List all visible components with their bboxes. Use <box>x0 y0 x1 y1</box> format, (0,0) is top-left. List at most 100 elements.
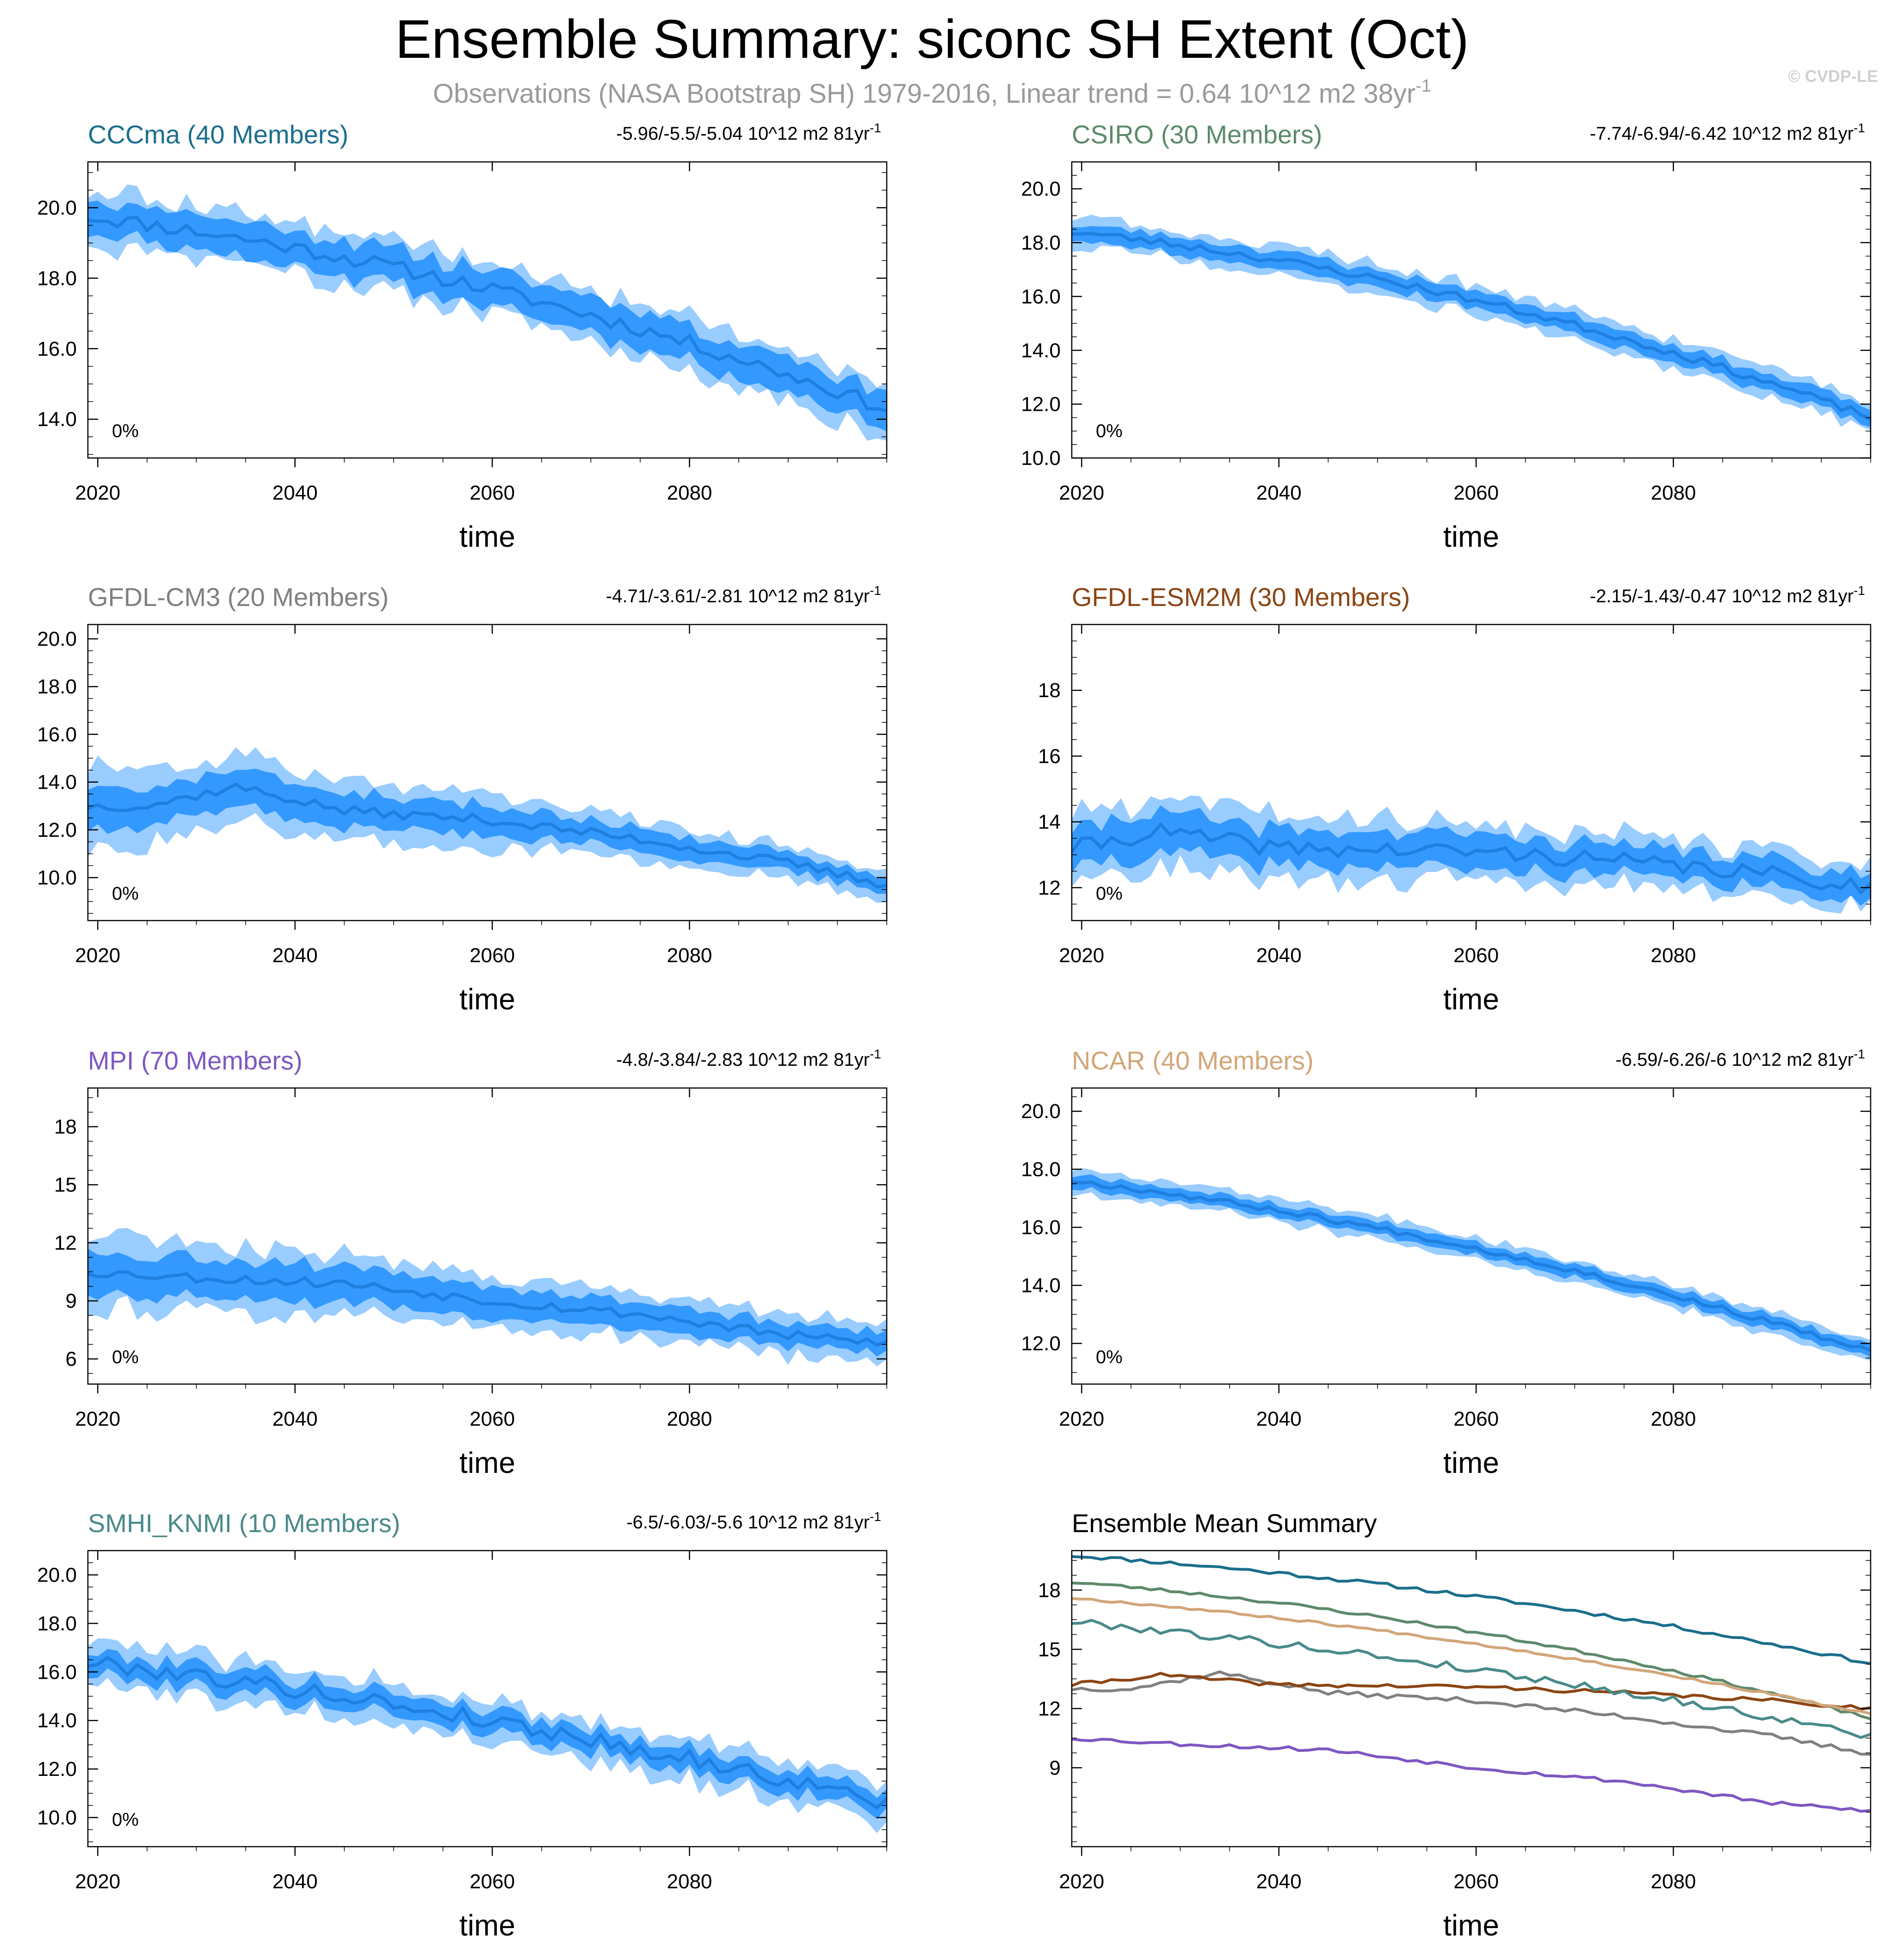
x-tick-label: 2060 <box>470 1408 515 1430</box>
x-axis-label: time <box>459 520 515 553</box>
x-tick-label: 2080 <box>667 482 712 504</box>
plot-area <box>1072 1555 1871 1813</box>
x-tick-label: 2040 <box>1256 944 1302 967</box>
trend-text: -4.8/-3.84/-2.83 10^12 m2 81yr <box>616 1050 870 1070</box>
ensemble-mean-line <box>88 1655 887 1810</box>
chart-panel: GFDL-ESM2M (30 Members) -2.15/-1.43/-0.47… <box>1038 582 1872 1016</box>
x-tick-label: 2040 <box>1256 1870 1302 1893</box>
trend-sup: -1 <box>1854 583 1865 598</box>
x-tick-label: 2020 <box>1059 1870 1104 1893</box>
plot-area <box>1072 215 1871 430</box>
chart-panel: MPI (70 Members) -4.8/-3.84/-2.83 10^12 m… <box>54 1046 888 1479</box>
x-tick-label: 2020 <box>1059 1408 1104 1430</box>
plot-area <box>1072 1168 1871 1361</box>
x-tick-label: 2020 <box>1059 482 1104 504</box>
series-line-cccma <box>1072 1555 1871 1665</box>
ensemble-mean-line <box>88 782 887 889</box>
trend-label: -6.59/-6.26/-6 10^12 m2 81yr-1 <box>1615 1047 1865 1070</box>
x-tick-label: 2060 <box>1453 1408 1499 1430</box>
series-line-ncar <box>1072 1597 1871 1715</box>
outer-spread-band <box>1072 1168 1871 1361</box>
x-tick-label: 2020 <box>75 944 120 967</box>
ensemble-mean-line <box>1072 232 1871 421</box>
percent-label: 0% <box>112 884 139 904</box>
x-tick-label: 2040 <box>1256 1408 1302 1430</box>
y-tick-label: 20.0 <box>37 1564 77 1586</box>
x-tick-label: 2060 <box>1453 1870 1499 1893</box>
y-tick-label: 18.0 <box>37 675 77 698</box>
y-tick-label: 10.0 <box>1021 447 1061 470</box>
chart-panel: GFDL-CM3 (20 Members) -4.71/-3.61/-2.81 1… <box>37 582 888 1016</box>
panels-container: CCCma (40 Members) -5.96/-5.5/-5.04 10^12… <box>37 120 1872 1942</box>
trend-text: -6.59/-6.26/-6 10^12 m2 81yr <box>1615 1050 1854 1070</box>
x-axis-label: time <box>1443 1909 1499 1942</box>
x-tick-label: 2040 <box>272 482 318 504</box>
x-tick-label: 2080 <box>1651 1408 1696 1430</box>
percent-label: 0% <box>1096 1347 1123 1367</box>
chart-panel: SMHI_KNMI (10 Members) -6.5/-6.03/-5.6 10… <box>37 1509 888 1942</box>
inner-spread-band <box>88 200 887 432</box>
x-tick-label: 2080 <box>667 944 712 967</box>
trend-label: -4.71/-3.61/-2.81 10^12 m2 81yr-1 <box>606 583 881 606</box>
trend-sup: -1 <box>870 583 881 598</box>
y-tick-label: 18 <box>1038 679 1061 702</box>
trend-text: -5.96/-5.5/-5.04 10^12 m2 81yr <box>616 124 870 144</box>
series-line-smhi-knmi <box>1072 1619 1871 1739</box>
y-tick-label: 16 <box>1038 745 1061 767</box>
y-tick-label: 10.0 <box>37 866 77 889</box>
y-tick-label: 10.0 <box>37 1806 77 1829</box>
inner-spread-band <box>1072 1174 1871 1357</box>
plot-frame <box>87 624 888 921</box>
trend-text: -2.15/-1.43/-0.47 10^12 m2 81yr <box>1590 586 1854 606</box>
series-line-mpi <box>1072 1737 1871 1813</box>
x-tick-label: 2060 <box>470 944 515 967</box>
y-tick-label: 14.0 <box>1021 339 1061 362</box>
panel-title: Ensemble Mean Summary <box>1072 1509 1377 1538</box>
chart-panel: CSIRO (30 Members) -7.74/-6.94/-6.42 10^1… <box>1021 120 1872 553</box>
y-tick-label: 16.0 <box>37 1661 77 1683</box>
figure-subtitle-sup: -1 <box>1415 76 1431 96</box>
y-tick-label: 12 <box>1038 1697 1061 1720</box>
x-tick-label: 2080 <box>1651 1870 1696 1893</box>
trend-sup: -1 <box>870 1047 881 1061</box>
y-tick-label: 9 <box>66 1290 77 1312</box>
trend-sup: -1 <box>1854 121 1865 135</box>
trend-label: -5.96/-5.5/-5.04 10^12 m2 81yr-1 <box>616 121 881 144</box>
chart-panel: NCAR (40 Members) -6.59/-6.26/-6 10^12 m2… <box>1021 1046 1872 1479</box>
panel-title: GFDL-ESM2M (30 Members) <box>1072 582 1410 612</box>
credit-label: © CVDP-LE <box>1788 67 1878 86</box>
x-tick-label: 2040 <box>272 1870 318 1893</box>
y-tick-label: 18.0 <box>1021 1158 1061 1181</box>
y-tick-label: 16.0 <box>37 723 77 746</box>
trend-sup: -1 <box>1854 1047 1865 1061</box>
x-tick-label: 2040 <box>1256 482 1302 504</box>
y-tick-label: 20.0 <box>1021 1100 1061 1123</box>
y-tick-label: 14 <box>1038 811 1061 834</box>
y-tick-label: 16.0 <box>37 338 77 360</box>
panel-title: MPI (70 Members) <box>88 1046 303 1075</box>
x-tick-label: 2020 <box>75 482 120 504</box>
trend-sup: -1 <box>870 1509 881 1524</box>
y-tick-label: 14.0 <box>1021 1274 1061 1297</box>
plot-area <box>88 184 887 441</box>
plot-frame <box>1071 1087 1872 1385</box>
inner-spread-band <box>1072 226 1871 427</box>
y-tick-label: 14.0 <box>37 408 77 431</box>
y-tick-label: 18 <box>1038 1579 1061 1601</box>
y-tick-label: 12.0 <box>37 819 77 841</box>
y-tick-label: 12 <box>54 1232 77 1255</box>
x-tick-label: 2040 <box>272 1408 318 1430</box>
plot-frame <box>1071 1550 1872 1848</box>
y-tick-label: 15 <box>54 1174 77 1196</box>
y-tick-label: 20.0 <box>37 628 77 650</box>
y-tick-label: 12.0 <box>1021 393 1061 416</box>
chart-panel: CCCma (40 Members) -5.96/-5.5/-5.04 10^12… <box>37 120 888 553</box>
y-tick-label: 15 <box>1038 1638 1061 1661</box>
figure-subtitle: Observations (NASA Bootstrap SH) 1979-20… <box>433 76 1431 109</box>
x-axis-label: time <box>459 1909 515 1942</box>
figure-title: Ensemble Summary: siconc SH Extent (Oct) <box>395 9 1469 70</box>
trend-label: -7.74/-6.94/-6.42 10^12 m2 81yr-1 <box>1590 121 1865 144</box>
trend-label: -2.15/-1.43/-0.47 10^12 m2 81yr-1 <box>1590 583 1865 606</box>
y-tick-label: 18.0 <box>37 1612 77 1635</box>
